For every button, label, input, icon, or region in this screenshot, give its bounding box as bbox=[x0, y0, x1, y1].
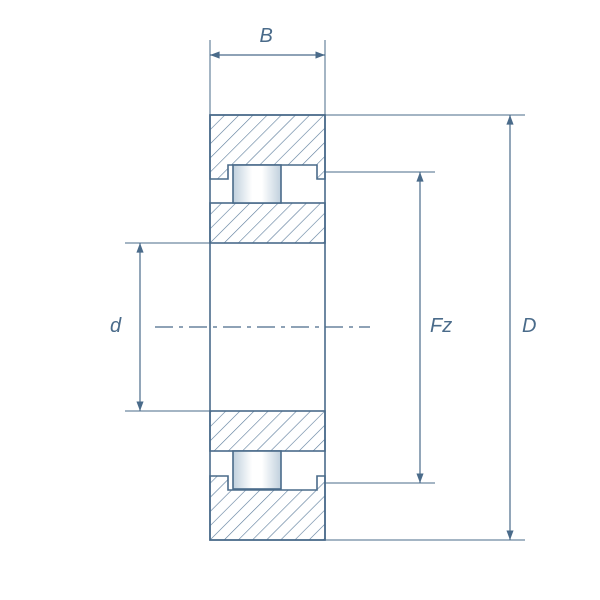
dim-label-outer-diameter: D bbox=[522, 315, 536, 338]
dim-label-pitch-diameter: Fz bbox=[430, 315, 452, 338]
dim-label-bore-diameter: d bbox=[110, 315, 121, 338]
bearing-cross-section bbox=[0, 0, 600, 600]
dim-label-width: B bbox=[260, 25, 273, 48]
bearing-body bbox=[155, 115, 370, 540]
